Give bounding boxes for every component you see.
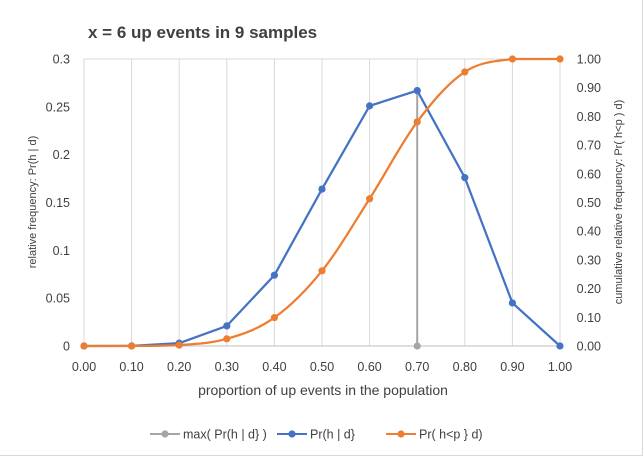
y-right-tick-label: 0.80 [577,110,601,124]
x-tick-label: 0.50 [310,360,334,374]
legend-marker [288,430,296,438]
series-3-point [175,341,183,349]
y-left-tick-label: 0.3 [53,53,70,67]
y-right-tick-label: 0.00 [577,340,601,354]
x-tick-label: 1.00 [548,360,572,374]
series-3-point [128,342,136,350]
y-right-tick-label: 0.40 [577,225,601,239]
legend-marker [161,430,169,438]
series-2-point [366,102,374,110]
x-tick-label: 0.00 [72,360,96,374]
x-tick-label: 0.30 [215,360,239,374]
series-2-point [318,185,326,193]
legend-label: max( Pr(h | d} ) [183,428,267,442]
series-3-point [270,313,278,322]
legend-item-3: Pr( h<p } d) [386,428,483,442]
x-tick-label: 0.70 [405,360,429,374]
y-axis-left-title: relative frequency: Pr(h | d) [27,136,39,268]
y-axis-right-title: cumulative relative frequency: Pr( h<p )… [613,100,625,305]
y-right-tick-label: 0.20 [577,282,601,296]
series-1-point [413,342,421,350]
y-right-tick-label: 0.50 [577,196,601,210]
y-left-tick-label: 0.25 [46,100,70,114]
series-3-point [508,55,516,63]
series-2-point [508,299,516,307]
series-2-point [270,271,278,279]
legend: max( Pr(h | d} ) Pr(h | d} Pr( h<p } d) [150,428,483,442]
series-2-point [461,174,469,182]
x-tick-label: 0.40 [262,360,286,374]
y-right-tick-label: 1.00 [577,53,601,67]
x-tick-label: 0.60 [357,360,381,374]
x-tick-label: 0.10 [119,360,143,374]
y-left-tick-label: 0.15 [46,196,70,210]
series-2-point [413,86,421,95]
series-3-point [318,267,326,275]
y-left-tick-label: 0 [63,340,70,354]
series-3 [80,55,564,350]
y-right-tick-label: 0.70 [577,139,601,153]
chart-title: x = 6 up events in 9 samples [88,23,317,42]
x-tick-label: 0.80 [453,360,477,374]
y-left-tick-label: 0.2 [53,148,70,162]
y-left-tick-label: 0.1 [53,244,70,258]
y-right-tick-label: 0.10 [577,311,601,325]
series-3-point [366,195,374,203]
y-left-tick-label: 0.05 [46,292,70,306]
series-3-point [556,55,564,63]
series-2-point [556,342,564,350]
series-3-point [461,68,469,76]
legend-item-2: Pr(h | d} [277,428,355,442]
legend-label: Pr( h<p } d) [419,428,483,442]
legend-item-1: max( Pr(h | d} ) [150,428,267,442]
legend-marker [397,430,405,438]
tick-labels: 0.00 0.10 0.20 0.30 0.40 0.50 0.60 0.70 0.80 0.90… [46,53,601,375]
grid [131,59,561,346]
y-right-tick-label: 0.30 [577,253,601,267]
y-right-tick-label: 0.60 [577,167,601,181]
y-right-tick-label: 0.90 [577,81,601,95]
x-axis-title: proportion of up events in the populatio… [198,382,448,398]
x-tick-label: 0.20 [167,360,191,374]
series-3-point [413,118,421,126]
series-3-line [84,57,560,348]
series-2-point [223,322,231,330]
series-3-point [80,342,88,350]
series-layer [80,55,564,350]
series-3-point [223,335,231,343]
x-tick-label: 0.90 [500,360,524,374]
legend-label: Pr(h | d} [310,428,355,442]
